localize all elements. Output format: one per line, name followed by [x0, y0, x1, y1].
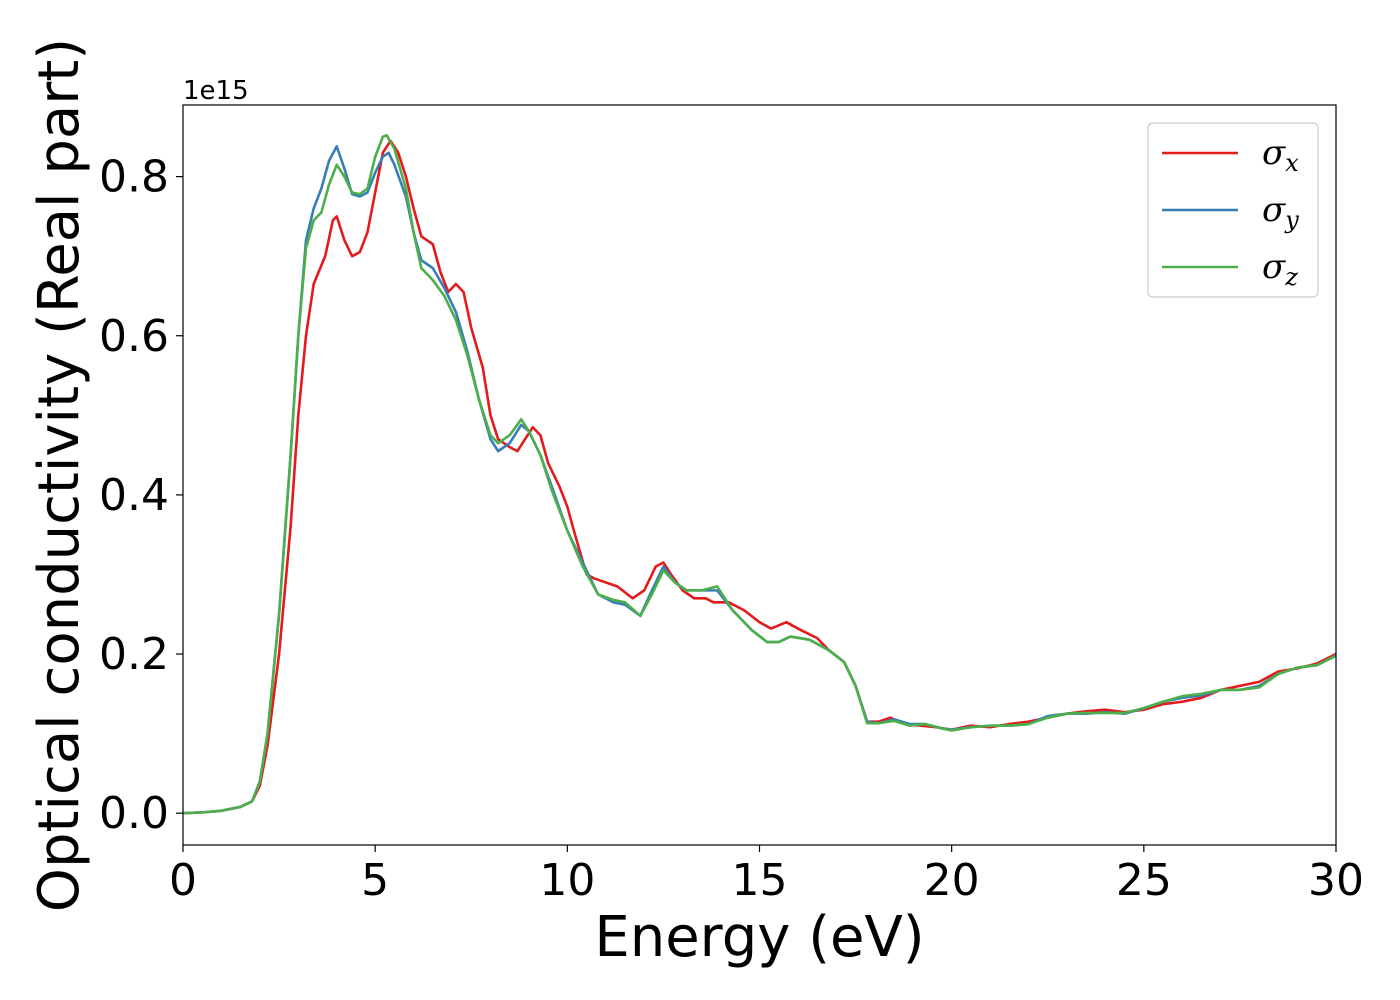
series-line-z	[183, 133, 1336, 815]
x-axis-ticks: 0 5 10 15 20 25 30	[169, 845, 1364, 906]
y-axis-title: Optical conductivity (Real part)	[27, 38, 92, 912]
x-tick-label: 0	[169, 855, 197, 906]
x-tick-label: 15	[732, 855, 788, 906]
series-layer	[183, 133, 1336, 815]
y-tick-label: 0.4	[99, 470, 169, 521]
y-tick-label: 0.2	[99, 629, 169, 680]
legend-label-z: σz	[1262, 247, 1298, 291]
x-axis-title: Energy (eV)	[594, 905, 924, 970]
x-tick-label: 20	[924, 855, 980, 906]
x-tick-label: 5	[361, 855, 389, 906]
legend: σx σy σz	[1147, 122, 1319, 298]
y-tick-label: 0.8	[99, 152, 169, 203]
x-tick-label: 25	[1116, 855, 1172, 906]
legend-label-y: σy	[1262, 190, 1299, 234]
y-axis-offset-label: 1e15	[183, 76, 249, 106]
x-tick-label: 30	[1308, 855, 1364, 906]
y-axis-ticks: 0.0 0.2 0.4 0.6 0.8	[99, 152, 183, 839]
y-tick-label: 0.6	[99, 311, 169, 362]
y-tick-label: 0.0	[99, 788, 169, 839]
x-tick-label: 10	[539, 855, 595, 906]
legend-label-x: σx	[1262, 133, 1299, 177]
